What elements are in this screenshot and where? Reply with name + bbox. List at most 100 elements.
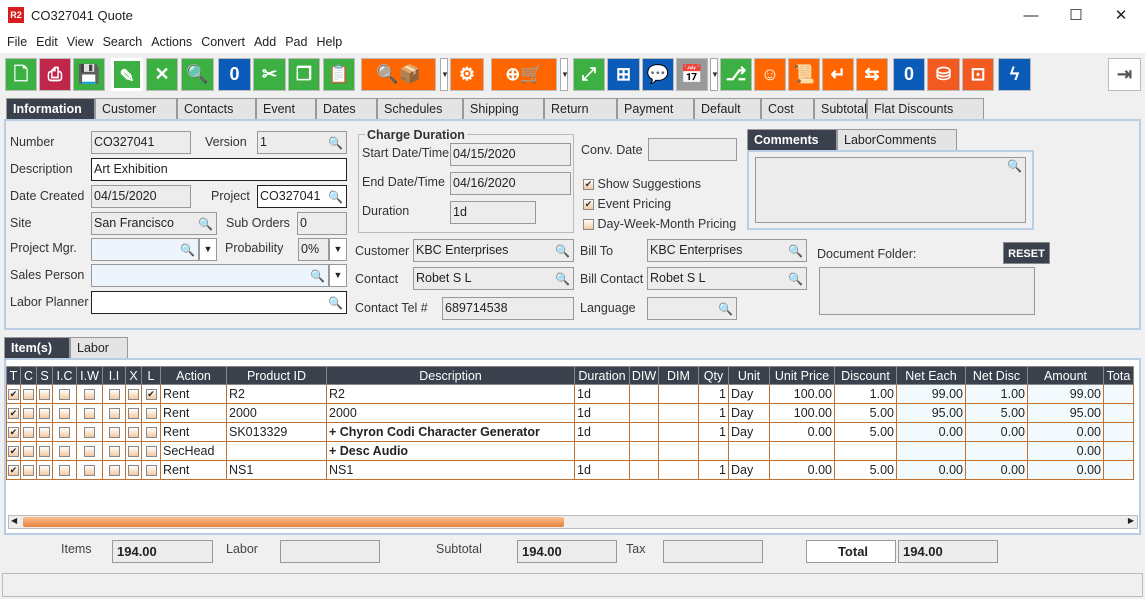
- cell-description[interactable]: 2000: [326, 403, 575, 423]
- expand-icon[interactable]: ⤢: [573, 58, 605, 91]
- dropdown-arrow-icon[interactable]: ▼: [440, 58, 449, 91]
- cell-product-id[interactable]: R2: [226, 384, 327, 404]
- checkbox-cell[interactable]: [36, 422, 53, 442]
- cell-total[interactable]: [1103, 403, 1134, 423]
- tab-schedules[interactable]: Schedules: [377, 98, 463, 119]
- checkbox-cell[interactable]: [20, 384, 37, 404]
- checkbox[interactable]: [145, 427, 157, 439]
- tab-payment[interactable]: Payment: [617, 98, 694, 119]
- checkbox[interactable]: [128, 446, 139, 458]
- checkbox-cell[interactable]: [141, 422, 161, 442]
- cell-product-id[interactable]: 2000: [226, 403, 327, 423]
- menu-edit[interactable]: Edit: [36, 35, 58, 49]
- column-header-iw[interactable]: I.W: [76, 366, 103, 385]
- cell-total[interactable]: [1103, 384, 1134, 404]
- checkbox[interactable]: [128, 465, 139, 477]
- checkbox-cell[interactable]: [52, 460, 77, 480]
- exit-icon[interactable]: ⇥: [1108, 58, 1141, 91]
- column-header-t[interactable]: T: [6, 366, 21, 385]
- cell-unit-price[interactable]: [769, 441, 835, 461]
- calendar-icon[interactable]: 📅: [676, 58, 708, 91]
- cell-unit[interactable]: Day: [728, 403, 770, 423]
- tab-labor[interactable]: Labor: [70, 337, 128, 358]
- column-header-productid[interactable]: Product ID: [226, 366, 327, 385]
- menu-actions[interactable]: Actions: [151, 35, 193, 49]
- checkbox-cell[interactable]: [125, 441, 142, 461]
- checkbox[interactable]: [23, 408, 34, 420]
- edit-icon[interactable]: ✎: [111, 58, 143, 91]
- search-icon[interactable]: 🔍: [181, 58, 214, 91]
- return-icon[interactable]: ↵: [822, 58, 854, 91]
- cell-amount[interactable]: 95.00: [1027, 403, 1104, 423]
- cell-action[interactable]: SecHead: [160, 441, 227, 461]
- search-icon[interactable]: 🔍: [328, 296, 343, 310]
- probability-field[interactable]: 0%: [298, 238, 329, 261]
- cell-amount[interactable]: 0.00: [1027, 460, 1104, 480]
- checkbox-cell[interactable]: [141, 403, 161, 423]
- version-field[interactable]: 1 🔍: [257, 131, 347, 154]
- cell-unit[interactable]: Day: [728, 460, 770, 480]
- checkbox[interactable]: [39, 427, 50, 439]
- checked-checkbox[interactable]: ✔: [8, 408, 19, 420]
- cell-unit-price[interactable]: 100.00: [769, 403, 835, 423]
- tab-event[interactable]: Event: [256, 98, 316, 119]
- table-row[interactable]: ✔ Rent NS1 NS1 1d 1 Day 0.00 5.00 0.00 0.00 0.00: [6, 460, 1134, 480]
- column-header-discount[interactable]: Discount: [834, 366, 897, 385]
- cell-net-disc[interactable]: 0.00: [965, 422, 1028, 442]
- cell-dim[interactable]: [658, 422, 699, 442]
- checkbox[interactable]: ✔: [583, 179, 594, 191]
- checkbox[interactable]: [59, 446, 70, 458]
- checkbox[interactable]: ✔: [583, 199, 594, 211]
- menu-convert[interactable]: Convert: [201, 35, 245, 49]
- checkbox-cell[interactable]: [76, 460, 103, 480]
- column-header-ii[interactable]: I.I: [102, 366, 126, 385]
- minimize-button[interactable]: —: [1023, 7, 1039, 24]
- gears-icon[interactable]: ⚙: [450, 58, 484, 91]
- checkbox-cell[interactable]: [76, 403, 103, 423]
- checkbox[interactable]: [84, 408, 95, 420]
- checkbox-cell[interactable]: [102, 441, 126, 461]
- checkbox-cell[interactable]: [36, 403, 53, 423]
- cell-net-disc[interactable]: 0.00: [965, 460, 1028, 480]
- search-icon[interactable]: 🔍: [310, 269, 325, 283]
- checkbox[interactable]: [145, 446, 157, 458]
- table-row[interactable]: ✔ Rent SK013329 + Chyron Codi Character Gen…: [6, 422, 1134, 442]
- checkbox-cell[interactable]: [125, 460, 142, 480]
- cell-diw[interactable]: [629, 460, 659, 480]
- search-icon[interactable]: 🔍: [328, 136, 343, 150]
- column-header-diw[interactable]: DIW: [629, 366, 659, 385]
- cell-action[interactable]: Rent: [160, 403, 227, 423]
- checkbox[interactable]: [39, 465, 50, 477]
- cell-unit-price[interactable]: 0.00: [769, 422, 835, 442]
- flowchart-icon[interactable]: ⊞: [607, 58, 640, 91]
- cell-diw[interactable]: [629, 384, 659, 404]
- column-header-action[interactable]: Action: [160, 366, 227, 385]
- search-icon[interactable]: 🔍: [555, 244, 570, 258]
- tab-comments[interactable]: Comments: [747, 129, 837, 150]
- dwm-pricing-checkbox[interactable]: Day-Week-Month Pricing: [583, 217, 736, 231]
- column-header-neteach[interactable]: Net Each: [896, 366, 966, 385]
- column-header-qty[interactable]: Qty: [698, 366, 729, 385]
- column-header-l[interactable]: L: [141, 366, 161, 385]
- cell-net-disc[interactable]: 5.00: [965, 403, 1028, 423]
- cell-qty[interactable]: 1: [698, 384, 729, 404]
- checkbox-cell[interactable]: [20, 403, 37, 423]
- checkbox[interactable]: [145, 408, 157, 420]
- menu-help[interactable]: Help: [316, 35, 343, 49]
- conv-date-field[interactable]: [648, 138, 737, 161]
- checkbox-cell[interactable]: [141, 460, 161, 480]
- copy-zero-icon[interactable]: 0: [218, 58, 251, 91]
- cell-description[interactable]: NS1: [326, 460, 575, 480]
- checked-checkbox[interactable]: ✔: [8, 389, 19, 401]
- column-header-unitprice[interactable]: Unit Price: [769, 366, 835, 385]
- checkbox-cell[interactable]: [125, 384, 142, 404]
- bill-to-field[interactable]: KBC Enterprises 🔍: [647, 239, 807, 262]
- message-zero-icon[interactable]: 0: [893, 58, 925, 91]
- checkbox-cell[interactable]: [52, 403, 77, 423]
- sub-orders-field[interactable]: 0: [297, 212, 347, 235]
- cell-total[interactable]: [1103, 441, 1134, 461]
- tab-shipping[interactable]: Shipping: [463, 98, 544, 119]
- show-suggestions-checkbox[interactable]: ✔ Show Suggestions: [583, 177, 701, 191]
- scroll-icon[interactable]: 📜: [788, 58, 820, 91]
- lightning-icon[interactable]: ϟ: [998, 58, 1031, 91]
